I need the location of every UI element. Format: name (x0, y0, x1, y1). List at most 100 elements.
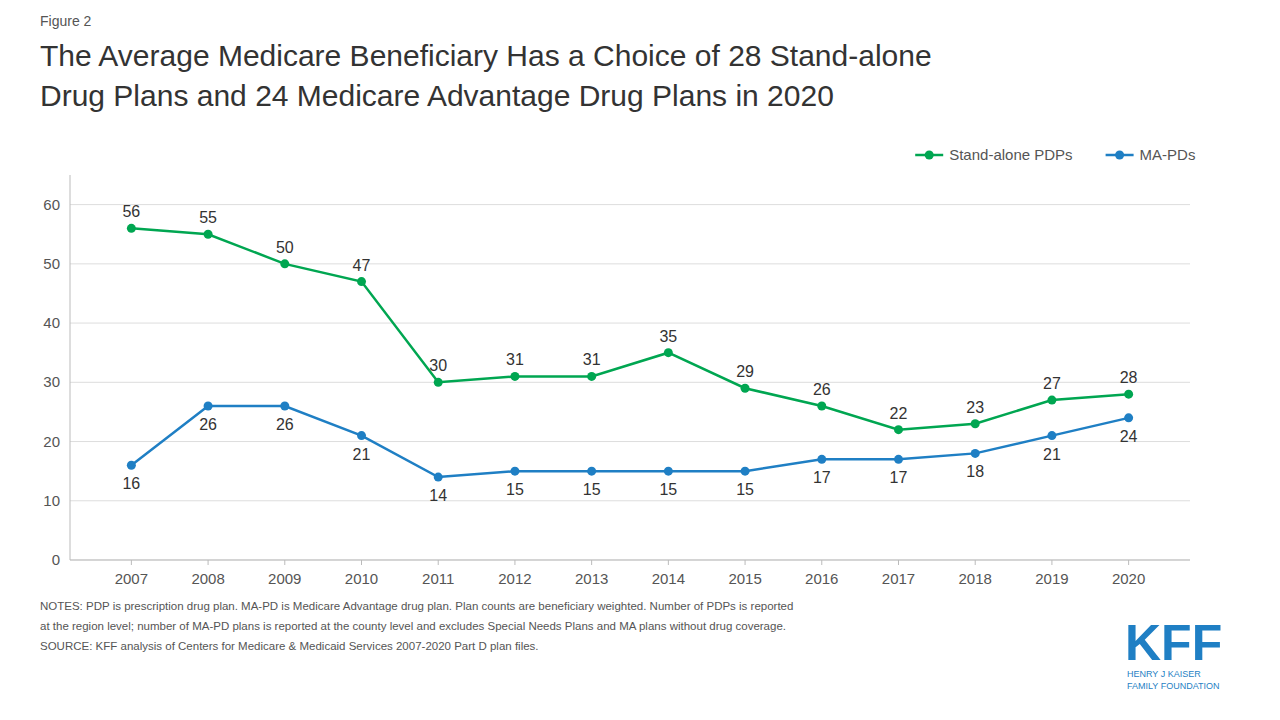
data-label: 21 (1043, 446, 1061, 463)
point (1047, 431, 1056, 440)
point (664, 467, 673, 476)
data-label: 55 (199, 209, 217, 226)
data-label: 31 (583, 351, 601, 368)
data-label: 16 (122, 475, 140, 492)
x-tick (1128, 560, 1129, 565)
grid-line (70, 560, 1190, 561)
data-label: 26 (813, 381, 831, 398)
data-label: 22 (890, 405, 908, 422)
point (1124, 413, 1133, 422)
data-label: 28 (1120, 369, 1138, 386)
data-label: 15 (659, 481, 677, 498)
legend-label: Stand-alone PDPs (949, 146, 1072, 163)
y-tick-label: 10 (43, 492, 60, 509)
title: Drug Plans and 24 Medicare Advantage Dru… (40, 79, 834, 112)
legend: MA-PDs Stand-alone PDPs (915, 146, 1195, 163)
y-tick-label: 50 (43, 255, 60, 272)
x-tick (821, 560, 822, 565)
y-tick-label: 30 (43, 373, 60, 390)
y-axis-line (70, 175, 71, 560)
x-tick (1051, 560, 1052, 565)
x-tick (208, 560, 209, 565)
x-tick-label: 2007 (115, 570, 148, 587)
plot-area (127, 224, 1133, 482)
data-label: 56 (122, 203, 140, 220)
data-label: 26 (276, 416, 294, 433)
data-label: 29 (736, 363, 754, 380)
point (817, 455, 826, 464)
data-label: 17 (890, 469, 908, 486)
point (280, 259, 289, 268)
x-tick (131, 560, 132, 565)
point (510, 372, 519, 381)
y-tick-label: 60 (43, 196, 60, 213)
x-tick-label: 2019 (1035, 570, 1068, 587)
data-label: 50 (276, 239, 294, 256)
point (510, 467, 519, 476)
x-tick-label: 2013 (575, 570, 608, 587)
x-tick (745, 560, 746, 565)
x-tick (668, 560, 669, 565)
point (280, 402, 289, 411)
background (0, 0, 1280, 720)
point (587, 467, 596, 476)
data-label: 47 (353, 257, 371, 274)
x-tick-label: 2010 (345, 570, 378, 587)
data-label: 31 (506, 351, 524, 368)
x-tick-label: 2011 (422, 570, 454, 587)
data-label: 14 (429, 487, 447, 504)
point (894, 425, 903, 434)
x-tick-label: 2012 (498, 570, 531, 587)
data-label: 21 (353, 446, 371, 463)
data-label: 27 (1043, 375, 1061, 392)
title: The Average Medicare Beneficiary Has a C… (40, 39, 932, 72)
point (434, 473, 443, 482)
x-tick (514, 560, 515, 565)
y-tick-label: 40 (43, 314, 60, 331)
point (817, 402, 826, 411)
x-tick-label: 2014 (652, 570, 685, 587)
point (1047, 396, 1056, 405)
point (204, 230, 213, 239)
x-tick (438, 560, 439, 565)
y-tick-label: 0 (52, 551, 60, 568)
x-axis-line (70, 560, 1190, 561)
point (587, 372, 596, 381)
point (1124, 390, 1133, 399)
grid-line (70, 500, 1190, 501)
x-tick-label: 2016 (805, 570, 838, 587)
logo: KFF (1125, 615, 1222, 671)
point (357, 277, 366, 286)
point (971, 419, 980, 428)
grid-line (70, 263, 1190, 264)
data-label: 15 (736, 481, 754, 498)
data-label: 30 (429, 357, 447, 374)
data-label: 15 (506, 481, 524, 498)
point (127, 461, 136, 470)
point (664, 348, 673, 357)
point (741, 384, 750, 393)
x-tick-label: 2008 (191, 570, 224, 587)
x-tick (361, 560, 362, 565)
data-label: 15 (583, 481, 601, 498)
data-label: 18 (966, 463, 984, 480)
x-tick (898, 560, 899, 565)
note: NOTES: PDP is prescription drug plan. MA… (40, 600, 793, 612)
grid-line (70, 382, 1190, 383)
x-tick-label: 2009 (268, 570, 301, 587)
x-tick-label: 2020 (1112, 570, 1145, 587)
x-tick (975, 560, 976, 565)
point (894, 455, 903, 464)
point (434, 378, 443, 387)
y-tick-label: 20 (43, 433, 60, 450)
data-label: 35 (659, 328, 677, 345)
point (204, 402, 213, 411)
x-tick-label: 2018 (959, 570, 992, 587)
figure-label: Figure 2 (40, 13, 92, 29)
legend-label: MA-PDs (1140, 146, 1196, 163)
point (127, 224, 136, 233)
x-tick (591, 560, 592, 565)
note: at the region level; number of MA-PD pla… (40, 620, 786, 632)
note: SOURCE: KFF analysis of Centers for Medi… (40, 640, 539, 652)
data-label: 24 (1120, 428, 1138, 445)
